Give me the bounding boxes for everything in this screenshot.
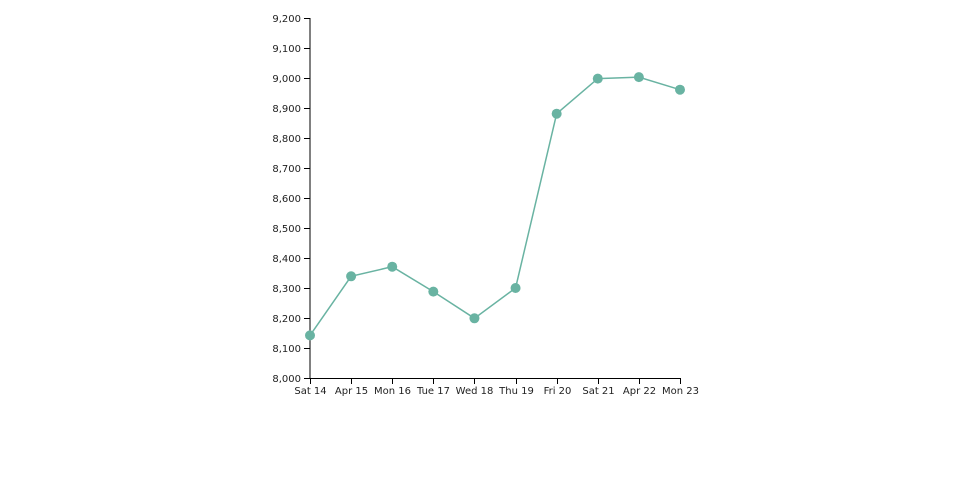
- data-point: [305, 330, 315, 341]
- data-point: [592, 73, 603, 84]
- series-line: [309, 76, 681, 336]
- x-tick-label: Wed 18: [456, 386, 494, 397]
- x-tick-label: Mon 23: [662, 386, 699, 397]
- x-tick-label: Sat 14: [294, 386, 326, 397]
- x-tick-label: Apr 22: [623, 386, 656, 397]
- y-tick-label: 8,700: [272, 164, 301, 175]
- series-group: [305, 72, 685, 341]
- x-tick-label: Fri 20: [544, 386, 572, 397]
- data-point: [551, 108, 562, 119]
- data-point: [675, 84, 685, 95]
- y-tick-label: 8,200: [272, 314, 301, 325]
- data-point: [428, 286, 439, 297]
- y-tick-label: 8,900: [272, 104, 301, 115]
- data-point: [346, 271, 357, 282]
- y-tick-label: 8,800: [272, 134, 301, 145]
- data-point: [633, 72, 644, 83]
- x-tick-label: Sat 21: [582, 386, 614, 397]
- x-tick-label: Thu 19: [498, 386, 534, 397]
- y-axis: 8,000 8,100 8,200 8,300 8,400 8,500 8,600 8,700…: [272, 14, 311, 385]
- x-tick-label: Mon 16: [374, 386, 411, 397]
- y-tick-label: 8,400: [272, 254, 301, 265]
- y-tick-label: 9,200: [272, 14, 301, 25]
- y-tick-label: 8,500: [272, 224, 301, 235]
- data-point: [469, 313, 480, 324]
- data-point: [387, 261, 398, 272]
- x-tick-label: Apr 15: [335, 386, 368, 397]
- y-tick-label: 8,100: [272, 344, 301, 355]
- x-tick-label: Tue 17: [416, 386, 450, 397]
- y-tick-label: 8,000: [272, 374, 301, 385]
- data-point: [510, 283, 521, 293]
- y-tick-label: 8,600: [272, 194, 301, 205]
- y-tick-label: 8,300: [272, 284, 301, 295]
- x-axis: Sat 14 Apr 15 Mon 16 Tue 17 Wed 18 Thu 19 Fri …: [294, 378, 699, 397]
- y-tick-label: 9,100: [272, 44, 301, 55]
- y-tick-label: 9,000: [272, 74, 301, 85]
